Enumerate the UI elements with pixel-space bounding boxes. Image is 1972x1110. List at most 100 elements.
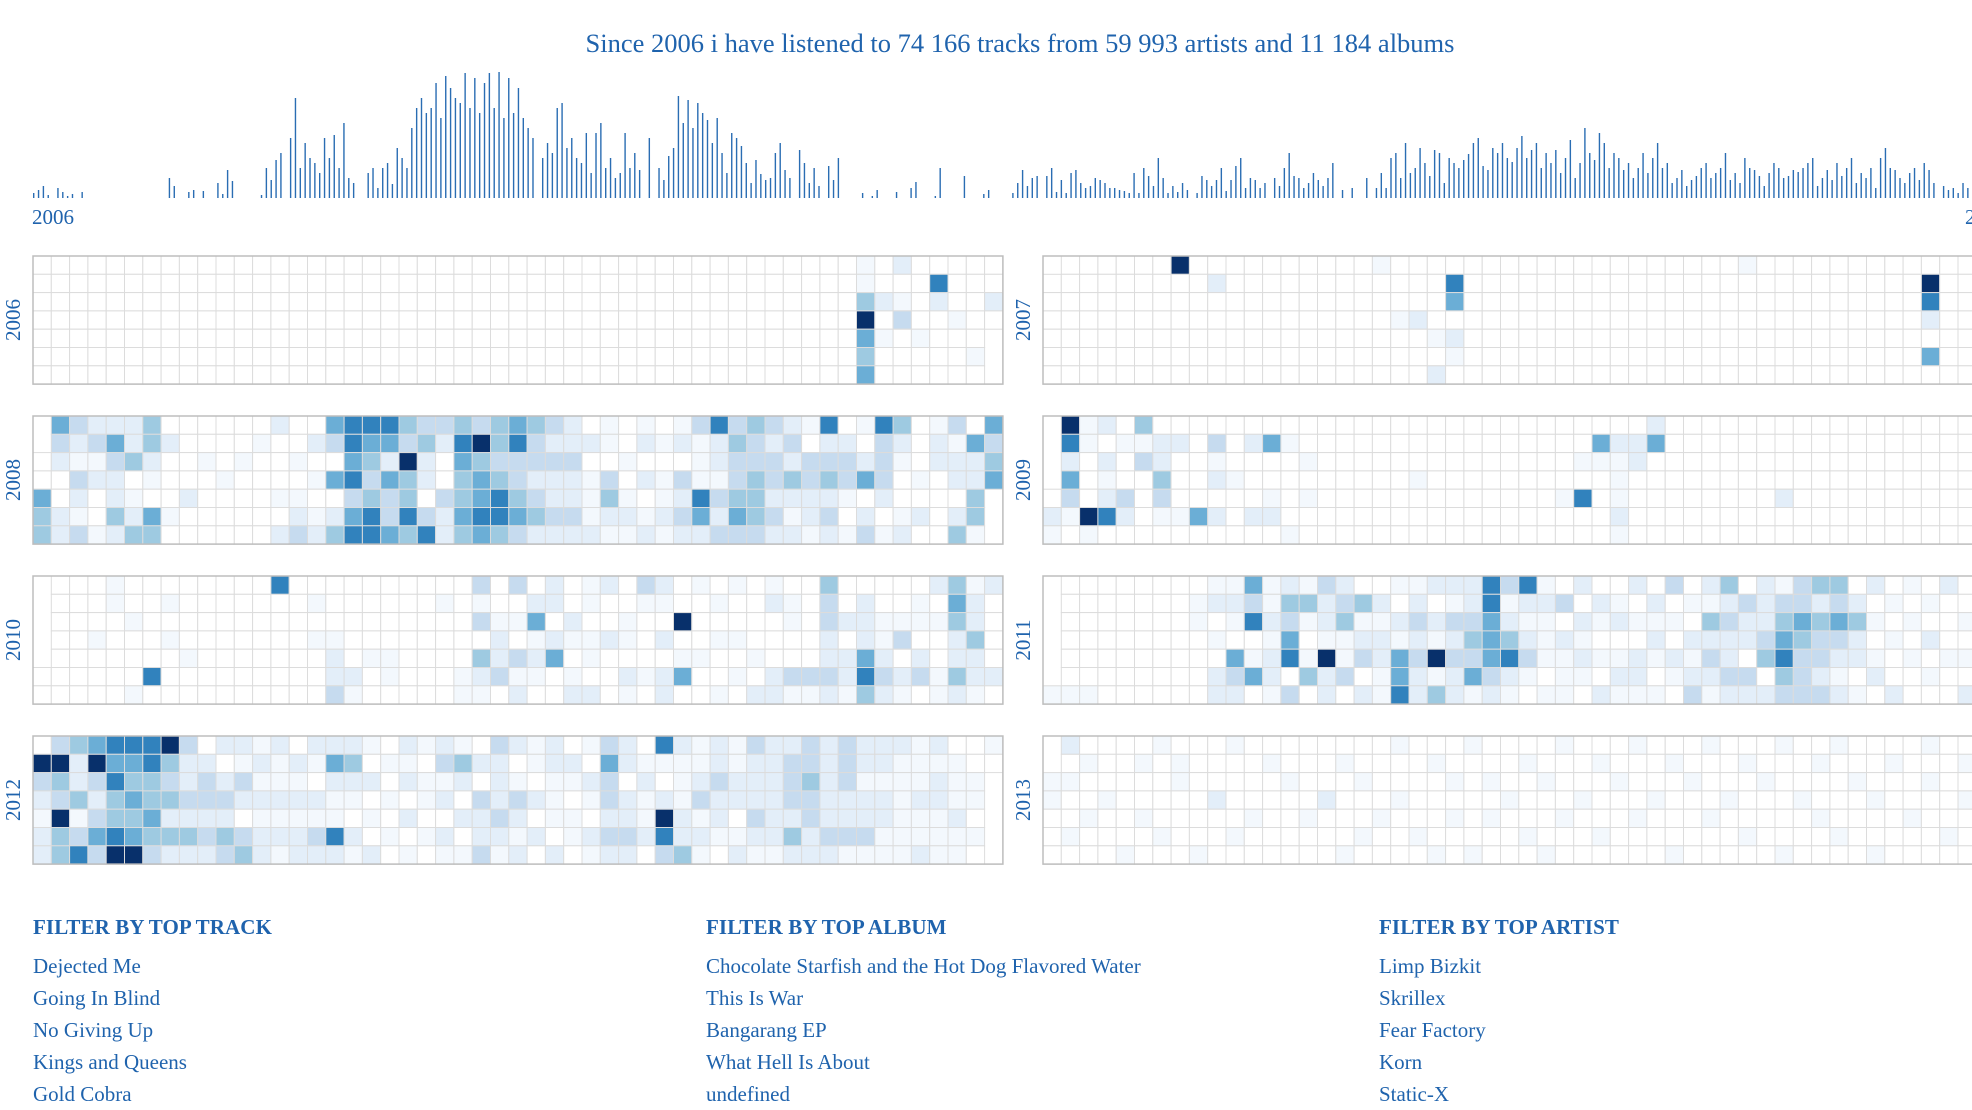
day-cell[interactable] bbox=[32, 827, 52, 847]
day-cell[interactable] bbox=[1353, 452, 1373, 472]
day-cell[interactable] bbox=[1774, 827, 1794, 847]
day-cell[interactable] bbox=[32, 273, 52, 294]
day-cell[interactable] bbox=[618, 630, 638, 650]
day-cell[interactable] bbox=[178, 772, 199, 792]
day-cell[interactable] bbox=[32, 328, 52, 348]
day-cell[interactable] bbox=[1591, 648, 1611, 669]
day-cell[interactable] bbox=[288, 845, 309, 865]
day-cell[interactable] bbox=[691, 753, 711, 774]
day-cell[interactable] bbox=[1060, 347, 1081, 367]
day-cell[interactable] bbox=[416, 470, 437, 490]
day-cell[interactable] bbox=[1683, 772, 1703, 792]
day-cell[interactable] bbox=[325, 452, 345, 472]
day-cell[interactable] bbox=[892, 827, 912, 847]
day-cell[interactable] bbox=[782, 685, 803, 705]
day-cell[interactable] bbox=[1500, 630, 1520, 650]
day-cell[interactable] bbox=[1408, 685, 1428, 705]
day-cell[interactable] bbox=[965, 735, 986, 755]
day-cell[interactable] bbox=[1445, 452, 1465, 472]
day-cell[interactable] bbox=[947, 525, 967, 545]
day-cell[interactable] bbox=[1554, 827, 1575, 847]
day-cell[interactable] bbox=[746, 630, 766, 650]
day-cell[interactable] bbox=[618, 593, 638, 614]
day-cell[interactable] bbox=[691, 612, 711, 632]
day-cell[interactable] bbox=[1774, 273, 1794, 294]
day-cell[interactable] bbox=[1884, 310, 1904, 330]
day-cell[interactable] bbox=[947, 808, 967, 829]
day-cell[interactable] bbox=[1920, 525, 1941, 545]
day-cell[interactable] bbox=[1920, 612, 1941, 632]
day-cell[interactable] bbox=[1756, 328, 1776, 348]
day-cell[interactable] bbox=[1792, 667, 1813, 687]
day-cell[interactable] bbox=[526, 648, 546, 669]
day-cell[interactable] bbox=[563, 452, 583, 472]
day-cell[interactable] bbox=[1390, 292, 1410, 312]
day-cell[interactable] bbox=[1060, 772, 1081, 792]
day-cell[interactable] bbox=[1262, 685, 1282, 705]
day-cell[interactable] bbox=[87, 790, 107, 810]
day-cell[interactable] bbox=[1170, 273, 1190, 294]
day-cell[interactable] bbox=[1847, 273, 1867, 294]
day-cell[interactable] bbox=[1426, 845, 1447, 865]
day-cell[interactable] bbox=[453, 507, 473, 527]
day-cell[interactable] bbox=[1207, 790, 1227, 810]
day-cell[interactable] bbox=[1866, 255, 1886, 275]
day-cell[interactable] bbox=[1353, 612, 1373, 632]
day-cell[interactable] bbox=[124, 827, 144, 847]
day-cell[interactable] bbox=[1481, 685, 1501, 705]
day-cell[interactable] bbox=[1280, 667, 1300, 687]
day-cell[interactable] bbox=[965, 310, 986, 330]
day-cell[interactable] bbox=[1445, 808, 1465, 829]
day-cell[interactable] bbox=[490, 328, 510, 348]
day-cell[interactable] bbox=[87, 593, 107, 614]
day-cell[interactable] bbox=[398, 753, 418, 774]
day-cell[interactable] bbox=[581, 593, 601, 614]
day-cell[interactable] bbox=[1243, 292, 1264, 312]
day-cell[interactable] bbox=[1664, 347, 1684, 367]
day-cell[interactable] bbox=[252, 630, 272, 650]
day-cell[interactable] bbox=[471, 827, 492, 847]
day-cell[interactable] bbox=[1445, 328, 1465, 348]
day-cell[interactable] bbox=[453, 328, 473, 348]
day-cell[interactable] bbox=[105, 415, 125, 435]
day-cell[interactable] bbox=[874, 310, 894, 330]
day-cell[interactable] bbox=[343, 735, 363, 755]
day-cell[interactable] bbox=[1152, 433, 1172, 454]
day-cell[interactable] bbox=[947, 415, 967, 435]
day-cell[interactable] bbox=[801, 525, 821, 545]
day-cell[interactable] bbox=[380, 525, 400, 545]
day-cell[interactable] bbox=[343, 827, 363, 847]
day-cell[interactable] bbox=[1353, 292, 1373, 312]
day-cell[interactable] bbox=[526, 612, 546, 632]
day-cell[interactable] bbox=[1518, 365, 1538, 385]
day-cell[interactable] bbox=[1774, 772, 1794, 792]
day-cell[interactable] bbox=[1884, 415, 1904, 435]
day-cell[interactable] bbox=[1829, 525, 1849, 545]
day-cell[interactable] bbox=[471, 415, 492, 435]
day-cell[interactable] bbox=[1939, 255, 1959, 275]
day-cell[interactable] bbox=[764, 772, 784, 792]
day-cell[interactable] bbox=[1481, 525, 1501, 545]
day-cell[interactable] bbox=[1042, 310, 1062, 330]
day-cell[interactable] bbox=[654, 575, 675, 595]
day-cell[interactable] bbox=[1591, 328, 1611, 348]
day-cell[interactable] bbox=[233, 470, 254, 490]
day-cell[interactable] bbox=[1390, 347, 1410, 367]
day-cell[interactable] bbox=[69, 433, 89, 454]
day-cell[interactable] bbox=[1573, 685, 1593, 705]
day-cell[interactable] bbox=[1646, 470, 1666, 490]
day-cell[interactable] bbox=[197, 415, 217, 435]
day-cell[interactable] bbox=[1719, 525, 1739, 545]
day-cell[interactable] bbox=[764, 273, 784, 294]
day-cell[interactable] bbox=[544, 667, 565, 687]
day-cell[interactable] bbox=[1646, 310, 1666, 330]
day-cell[interactable] bbox=[215, 525, 235, 545]
day-cell[interactable] bbox=[1463, 827, 1483, 847]
day-cell[interactable] bbox=[544, 593, 565, 614]
day-cell[interactable] bbox=[874, 433, 894, 454]
day-cell[interactable] bbox=[1737, 808, 1758, 829]
day-cell[interactable] bbox=[398, 667, 418, 687]
day-cell[interactable] bbox=[1756, 648, 1776, 669]
day-cell[interactable] bbox=[746, 347, 766, 367]
day-cell[interactable] bbox=[1426, 630, 1447, 650]
